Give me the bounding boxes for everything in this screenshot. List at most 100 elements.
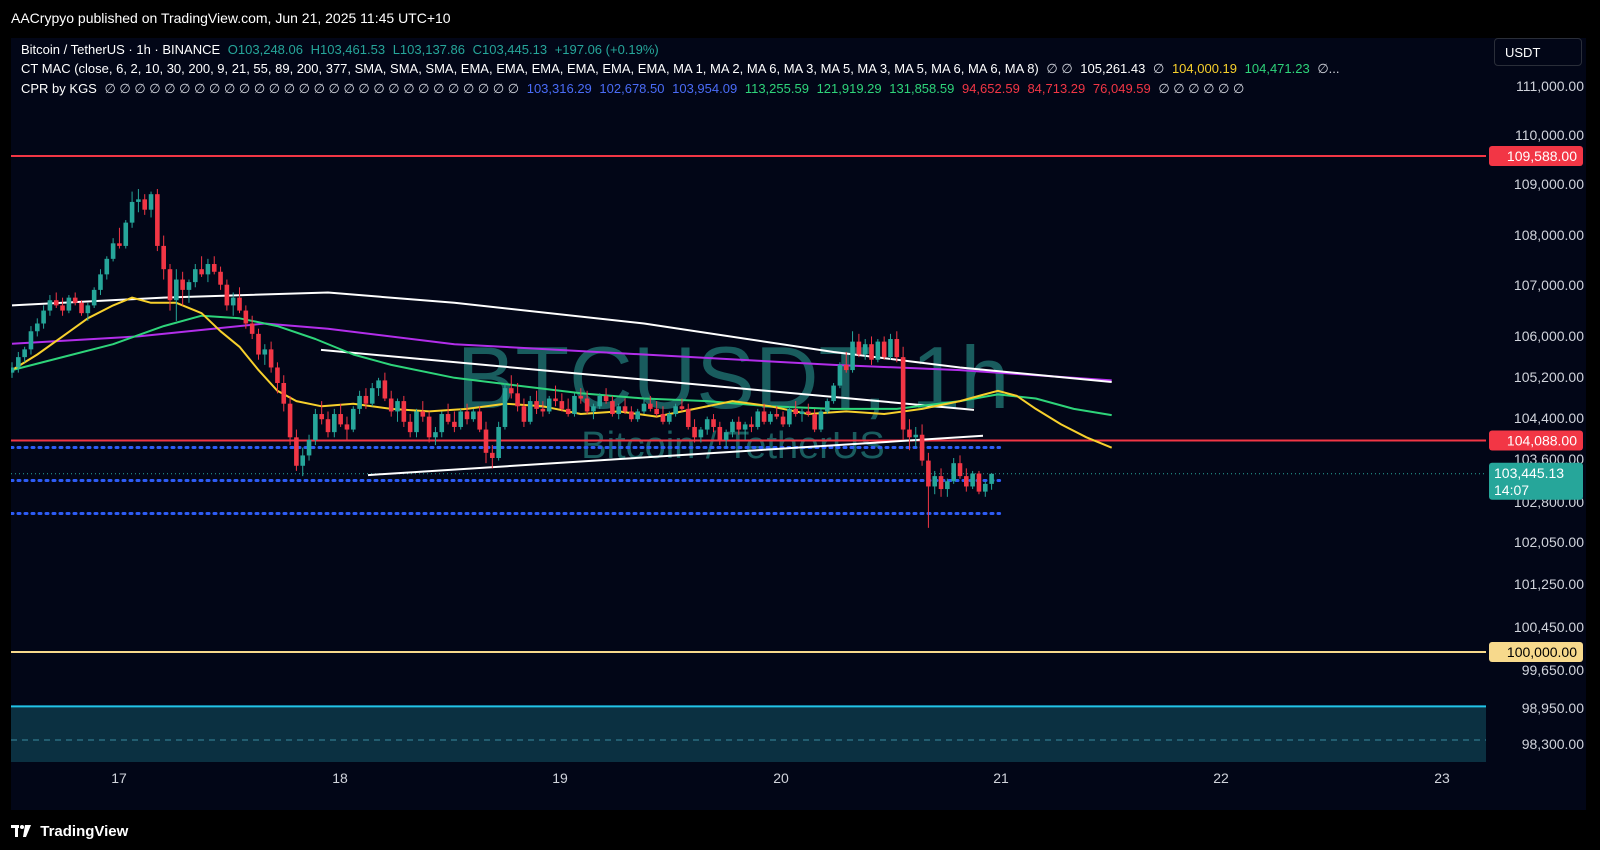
candle[interactable] xyxy=(932,470,938,495)
candle[interactable] xyxy=(502,382,508,430)
candle[interactable] xyxy=(47,295,53,316)
candle[interactable] xyxy=(376,377,381,396)
candle[interactable] xyxy=(98,269,103,296)
candle[interactable] xyxy=(553,385,558,407)
candle[interactable] xyxy=(850,331,855,373)
candle[interactable] xyxy=(673,403,678,417)
candle[interactable] xyxy=(559,393,565,412)
candle[interactable] xyxy=(281,375,287,412)
candle[interactable] xyxy=(597,393,603,409)
candle[interactable] xyxy=(755,408,761,430)
candle[interactable] xyxy=(205,258,211,283)
candle[interactable] xyxy=(799,408,805,422)
candle[interactable] xyxy=(869,336,874,365)
candle[interactable] xyxy=(34,318,40,337)
candle[interactable] xyxy=(199,256,204,277)
candle[interactable] xyxy=(831,382,836,404)
candle[interactable] xyxy=(534,390,539,415)
candle[interactable] xyxy=(780,411,786,427)
candle[interactable] xyxy=(945,478,950,497)
candle[interactable] xyxy=(357,390,362,415)
candle[interactable] xyxy=(79,300,84,316)
candle[interactable] xyxy=(350,406,356,433)
candle[interactable] xyxy=(243,305,249,329)
candle[interactable] xyxy=(401,395,407,427)
candle[interactable] xyxy=(490,445,495,469)
candle[interactable] xyxy=(610,395,615,417)
candle[interactable] xyxy=(964,468,969,492)
candle[interactable] xyxy=(262,344,268,365)
candle[interactable] xyxy=(72,292,78,306)
candle[interactable] xyxy=(66,295,72,314)
candle[interactable] xyxy=(41,305,46,329)
candle[interactable] xyxy=(824,398,830,415)
symbol-legend[interactable]: Bitcoin / TetherUS · 1h · BINANCE O103,2… xyxy=(21,42,663,57)
candle[interactable] xyxy=(237,287,242,314)
candle[interactable] xyxy=(344,416,350,440)
candle[interactable] xyxy=(104,256,110,280)
candle[interactable] xyxy=(957,455,963,479)
candle[interactable] xyxy=(989,472,994,490)
trend-line[interactable] xyxy=(367,434,984,477)
candle[interactable] xyxy=(578,388,584,404)
candle[interactable] xyxy=(268,341,274,373)
candle[interactable] xyxy=(749,416,754,433)
candle[interactable] xyxy=(629,406,634,422)
candle[interactable] xyxy=(711,414,716,433)
candle[interactable] xyxy=(717,421,723,446)
candle[interactable] xyxy=(926,452,931,528)
candle[interactable] xyxy=(332,408,337,438)
candle[interactable] xyxy=(648,395,653,412)
candle[interactable] xyxy=(951,458,956,484)
candle[interactable] xyxy=(123,220,129,249)
candle[interactable] xyxy=(730,419,735,438)
candle[interactable] xyxy=(294,429,299,471)
candle[interactable] xyxy=(806,403,811,417)
candle[interactable] xyxy=(155,189,160,252)
candle[interactable] xyxy=(230,292,236,316)
candle[interactable] xyxy=(407,414,413,438)
candle[interactable] xyxy=(224,279,230,311)
candle[interactable] xyxy=(369,382,375,407)
candle[interactable] xyxy=(28,326,34,355)
candle[interactable] xyxy=(521,398,527,427)
candle[interactable] xyxy=(161,235,166,280)
candle[interactable] xyxy=(439,411,445,438)
candle[interactable] xyxy=(458,408,464,430)
candle[interactable] xyxy=(22,346,27,363)
candle[interactable] xyxy=(787,406,792,427)
candle[interactable] xyxy=(976,470,982,495)
candle[interactable] xyxy=(881,336,887,360)
candle[interactable] xyxy=(685,403,691,430)
candle[interactable] xyxy=(919,424,925,466)
candle[interactable] xyxy=(300,447,306,477)
trend-line[interactable] xyxy=(320,348,975,411)
candle[interactable] xyxy=(477,406,482,433)
candle[interactable] xyxy=(174,269,179,321)
candle[interactable] xyxy=(540,401,546,417)
candle[interactable] xyxy=(287,395,293,446)
candle[interactable] xyxy=(167,264,173,311)
candle[interactable] xyxy=(148,191,154,218)
candle[interactable] xyxy=(546,395,552,415)
candle[interactable] xyxy=(660,406,666,425)
candle[interactable] xyxy=(117,227,122,249)
candle[interactable] xyxy=(793,401,798,417)
candle[interactable] xyxy=(515,382,520,412)
candle[interactable] xyxy=(136,189,141,213)
candle[interactable] xyxy=(496,421,501,461)
candle[interactable] xyxy=(907,419,912,451)
candle[interactable] xyxy=(862,339,868,360)
candle[interactable] xyxy=(856,333,862,358)
candle[interactable] xyxy=(319,401,324,425)
candle[interactable] xyxy=(666,411,672,425)
candle[interactable] xyxy=(249,315,255,340)
candle[interactable] xyxy=(736,416,742,435)
candle[interactable] xyxy=(325,411,331,438)
candle[interactable] xyxy=(445,403,451,425)
candle[interactable] xyxy=(591,403,596,420)
candle[interactable] xyxy=(900,346,906,440)
candle[interactable] xyxy=(192,264,198,288)
candle[interactable] xyxy=(565,398,571,417)
candle[interactable] xyxy=(875,339,881,363)
